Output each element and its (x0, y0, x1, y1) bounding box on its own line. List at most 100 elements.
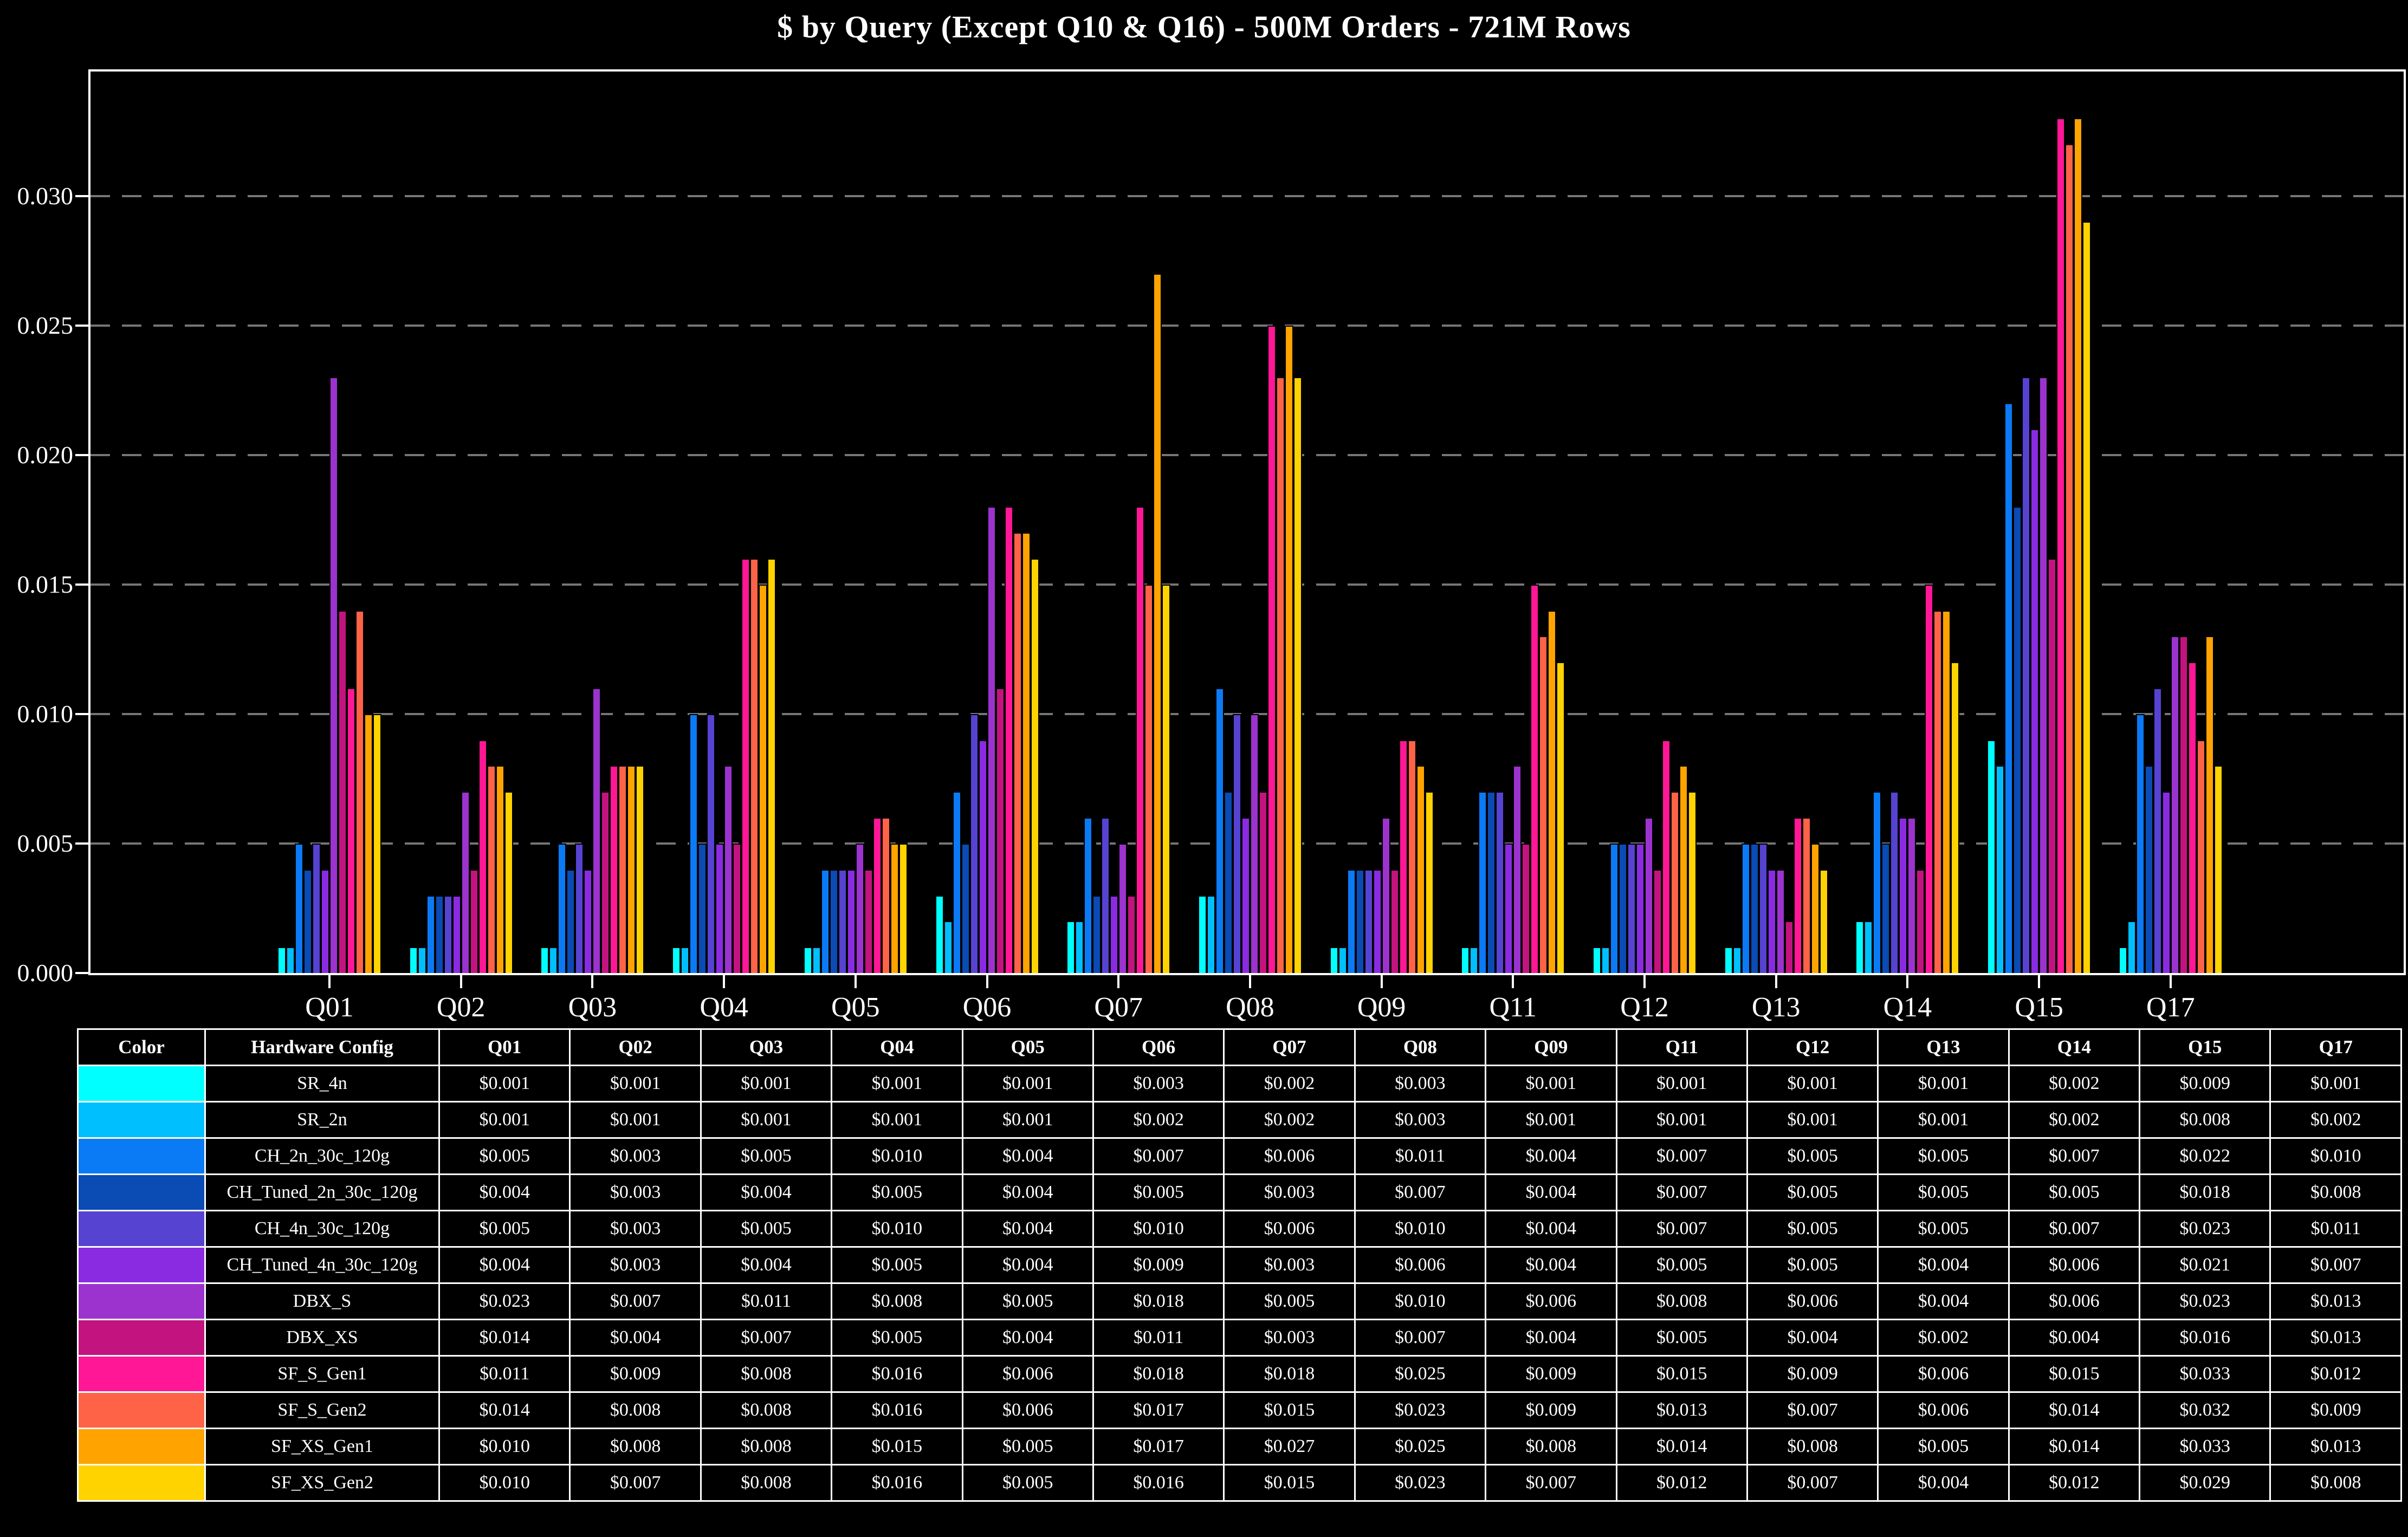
cost-value-cell: $0.005 (1746, 1173, 1879, 1211)
bar-CH_Tuned_2n_30c_120g-Q03 (566, 870, 575, 973)
bar-DBX_S-Q06 (987, 507, 996, 973)
table-header-cell: Q13 (1877, 1028, 2010, 1066)
cost-value-cell: $0.009 (569, 1355, 702, 1393)
bar-CH_4n_30c_120g-Q01 (312, 844, 321, 973)
bar-DBX_XS-Q11 (1522, 844, 1530, 973)
table-row: SF_S_Gen2 $0.014 $0.008 $0.008 $0.016 $0.006 $… (77, 1391, 2402, 1429)
bar-SF_XS_Gen1-Q02 (496, 766, 504, 973)
bar-SF_XS_Gen1-Q09 (1416, 766, 1425, 973)
bar-DBX_XS-Q17 (2179, 636, 2188, 973)
cost-value-cell: $0.001 (1615, 1065, 1748, 1103)
x-axis-tick-mark (1380, 975, 1383, 988)
cost-value-cell: $0.018 (2139, 1173, 2271, 1211)
bar-CH_2n_30c_120g-Q03 (558, 844, 566, 973)
cost-value-cell: $0.004 (1877, 1282, 2010, 1320)
hardware-config-name: CH_Tuned_4n_30c_120g (204, 1246, 440, 1284)
bar-CH_Tuned_4n_30c_120g-Q05 (847, 870, 856, 973)
bar-SF_S_Gen2-Q14 (1933, 611, 1942, 973)
bar-DBX_S-Q08 (1250, 714, 1259, 973)
gridline (90, 324, 2404, 327)
cost-value-cell: $0.005 (961, 1428, 1094, 1465)
cost-value-cell: $0.010 (1354, 1210, 1487, 1248)
bar-SF_XS_Gen2-Q02 (504, 792, 513, 973)
bar-SR_2n-Q08 (1207, 896, 1215, 973)
cost-value-cell: $0.003 (1354, 1065, 1487, 1103)
cost-value-cell: $0.002 (2269, 1101, 2402, 1139)
cost-value-cell: $0.033 (2139, 1428, 2271, 1465)
cost-value-cell: $0.003 (1092, 1065, 1225, 1103)
x-axis-tick-label: Q15 (2015, 992, 2063, 1023)
cost-value-cell: $0.023 (2139, 1282, 2271, 1320)
cost-value-cell: $0.001 (1615, 1101, 1748, 1139)
cost-value-cell: $0.006 (1223, 1137, 1356, 1175)
bar-SR_4n-Q04 (672, 947, 681, 973)
cost-value-cell: $0.006 (1746, 1282, 1879, 1320)
x-axis-tick-mark (1643, 975, 1646, 988)
table-row: SR_2n $0.001 $0.001 $0.001 $0.001 $0.001 $0.00… (77, 1101, 2402, 1139)
bar-SF_XS_Gen1-Q03 (627, 766, 636, 973)
cost-value-cell: $0.008 (2269, 1464, 2402, 1502)
bar-DBX_S-Q04 (724, 766, 733, 973)
cost-value-cell: $0.005 (700, 1137, 833, 1175)
table-header-cell: Color (77, 1028, 206, 1066)
cost-value-cell: $0.033 (2139, 1355, 2271, 1393)
table-row: CH_Tuned_2n_30c_120g $0.004 $0.003 $0.004 $0… (77, 1173, 2402, 1211)
cost-value-cell: $0.016 (2139, 1319, 2271, 1357)
bar-SR_4n-Q07 (1066, 921, 1075, 973)
cost-value-cell: $0.008 (700, 1464, 833, 1502)
cost-value-cell: $0.015 (1615, 1355, 1748, 1393)
table-header-cell: Q02 (569, 1028, 702, 1066)
x-axis-tick-mark (986, 975, 988, 988)
cost-value-cell: $0.018 (1092, 1355, 1225, 1393)
bar-SR_4n-Q03 (540, 947, 549, 973)
cost-value-cell: $0.003 (1223, 1246, 1356, 1284)
bar-SR_2n-Q07 (1075, 921, 1084, 973)
bar-SR_2n-Q15 (1996, 766, 2004, 973)
cost-value-cell: $0.001 (1746, 1065, 1879, 1103)
bar-SF_XS_Gen1-Q07 (1153, 274, 1162, 973)
bar-CH_2n_30c_120g-Q02 (426, 896, 435, 973)
table-header-cell: Q09 (1485, 1028, 1617, 1066)
x-axis-tick-label: Q07 (1094, 992, 1143, 1023)
cost-value-cell: $0.015 (1223, 1464, 1356, 1502)
bar-SF_S_Gen2-Q06 (1013, 533, 1022, 973)
cost-value-cell: $0.005 (1877, 1173, 2010, 1211)
bar-SF_S_Gen2-Q03 (618, 766, 627, 973)
cost-value-cell: $0.018 (1092, 1282, 1225, 1320)
cost-value-cell: $0.006 (2008, 1246, 2141, 1284)
y-axis-tick-label: 0.025 (17, 311, 74, 339)
x-axis-tick-mark (2038, 975, 2041, 988)
bar-SR_2n-Q17 (2127, 921, 2136, 973)
cost-value-cell: $0.005 (1877, 1210, 2010, 1248)
cost-value-cell: $0.001 (1877, 1101, 2010, 1139)
cost-value-cell: $0.002 (1092, 1101, 1225, 1139)
cost-value-cell: $0.007 (2008, 1210, 2141, 1248)
bar-CH_Tuned_2n_30c_120g-Q14 (1881, 844, 1890, 973)
hardware-config-name: DBX_XS (204, 1319, 440, 1357)
gridline (90, 453, 2404, 456)
chart-title: $ by Query (Except Q10 & Q16) - 500M Ord… (777, 9, 1631, 44)
cost-value-cell: $0.003 (569, 1210, 702, 1248)
table-row: CH_4n_30c_120g $0.005 $0.003 $0.005 $0.010 $0… (77, 1210, 2402, 1248)
cost-value-cell: $0.013 (2269, 1282, 2402, 1320)
bar-CH_Tuned_2n_30c_120g-Q11 (1487, 792, 1496, 973)
bar-SF_S_Gen2-Q07 (1144, 585, 1153, 973)
bar-SF_XS_Gen2-Q07 (1162, 585, 1170, 973)
bar-SF_S_Gen1-Q13 (1794, 818, 1802, 973)
bar-SF_S_Gen2-Q08 (1276, 377, 1285, 973)
bar-CH_Tuned_4n_30c_120g-Q15 (2030, 429, 2039, 973)
cost-value-cell: $0.007 (1615, 1137, 1748, 1175)
bar-SF_XS_Gen1-Q04 (759, 585, 767, 973)
cost-value-cell: $0.003 (1223, 1319, 1356, 1357)
bar-CH_2n_30c_120g-Q12 (1610, 844, 1619, 973)
table-header-row: Color Hardware Config Q01 Q02 Q03 Q04 Q05 Q06 Q0… (77, 1028, 2402, 1066)
bar-CH_4n_30c_120g-Q05 (838, 870, 847, 973)
bar-SF_S_Gen1-Q05 (873, 818, 882, 973)
cost-value-cell: $0.002 (2008, 1065, 2141, 1103)
bar-CH_2n_30c_120g-Q11 (1478, 792, 1487, 973)
bar-CH_Tuned_4n_30c_120g-Q14 (1899, 818, 1907, 973)
table-header-cell: Q07 (1223, 1028, 1356, 1066)
cost-value-cell: $0.004 (569, 1319, 702, 1357)
cost-value-cell: $0.005 (961, 1464, 1094, 1502)
cost-value-cell: $0.007 (2269, 1246, 2402, 1284)
